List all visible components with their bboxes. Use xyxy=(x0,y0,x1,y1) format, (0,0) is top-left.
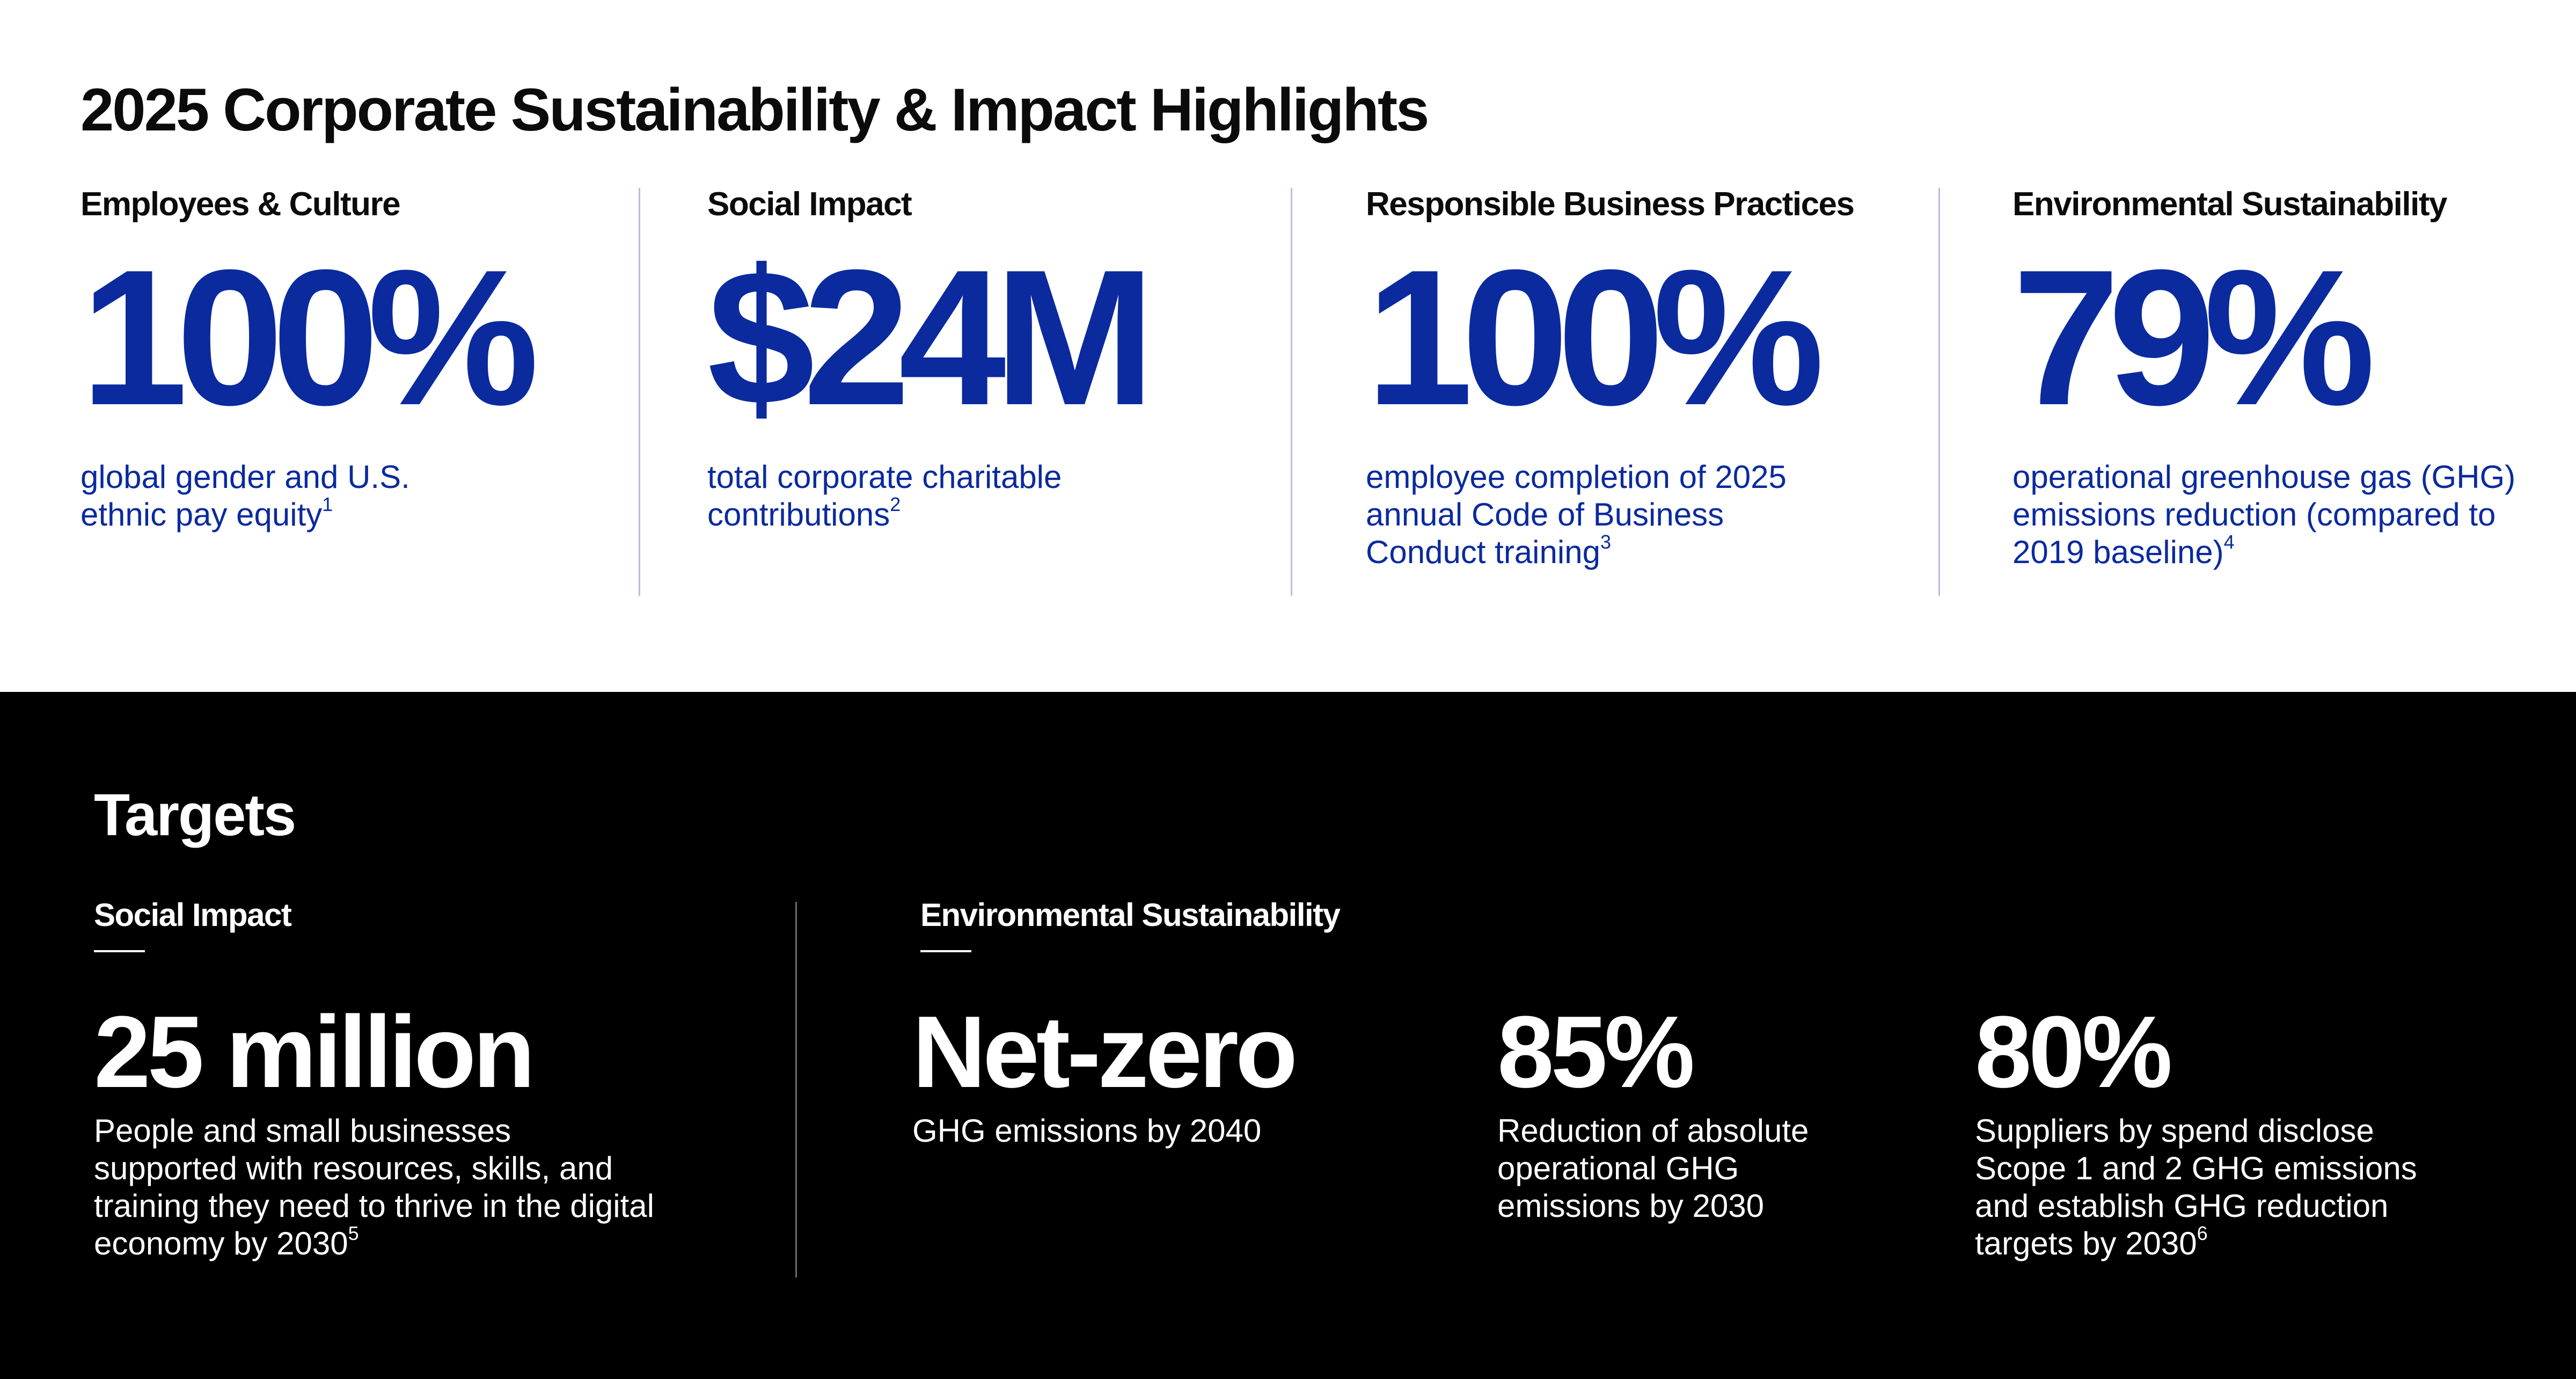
footnote-marker: 4 xyxy=(2223,531,2235,553)
highlights-section xyxy=(0,0,2576,692)
targets-divider xyxy=(795,902,797,1278)
footnote-marker: 5 xyxy=(348,1222,359,1244)
heading-underline xyxy=(920,950,971,952)
footnote-marker: 2 xyxy=(890,493,901,515)
targets-environmental-heading: Environmental Sustainability xyxy=(920,897,1341,933)
targets-section xyxy=(0,692,2576,1379)
highlight-description: total corporate charitable contributions… xyxy=(707,459,1062,532)
column-divider xyxy=(1291,188,1292,596)
highlight-value: $24M xyxy=(707,230,1155,446)
targets-social-heading: Social Impact xyxy=(94,897,292,933)
highlight-description: operational greenhouse gas (GHG) emissio… xyxy=(2012,459,2516,570)
heading-underline xyxy=(94,950,145,952)
target-value: 25 million xyxy=(94,995,535,1109)
target-people-supported: 25 million People and small businesses s… xyxy=(94,998,674,1263)
targets-title: Targets xyxy=(94,782,296,848)
highlight-heading: Environmental Sustainability xyxy=(2012,186,2447,223)
target-value: Net-zero xyxy=(912,995,1298,1109)
highlight-social-impact: Social Impact $24M total corporate chari… xyxy=(707,185,1244,593)
target-description: Suppliers by spend disclose Scope 1 and … xyxy=(1975,1113,2417,1261)
footnote-marker: 3 xyxy=(1600,531,1611,553)
highlight-value: 100% xyxy=(80,230,539,446)
target-description: GHG emissions by 2040 xyxy=(912,1113,1262,1149)
highlight-description: employee completion of 2025 annual Code … xyxy=(1366,459,1787,570)
column-divider xyxy=(1938,188,1940,596)
highlight-heading: Responsible Business Practices xyxy=(1366,186,1855,223)
column-divider xyxy=(639,188,640,596)
target-supplier-disclosure: 80% Suppliers by spend disclose Scope 1 … xyxy=(1975,998,2512,1263)
page-title: 2025 Corporate Sustainability & Impact H… xyxy=(80,76,1429,143)
target-description: Reduction of absolute operational GHG em… xyxy=(1497,1113,1809,1224)
footnote-marker: 6 xyxy=(2197,1222,2208,1244)
highlight-environmental: Environmental Sustainability 79% operati… xyxy=(2012,185,2549,593)
highlight-description: global gender and U.S. ethnic pay equity… xyxy=(80,459,410,532)
highlight-heading: Social Impact xyxy=(707,186,912,223)
footnote-marker: 1 xyxy=(322,493,333,515)
highlight-value: 79% xyxy=(2012,230,2376,446)
highlight-responsible-business: Responsible Business Practices 100% empl… xyxy=(1366,185,1902,593)
target-net-zero: Net-zero GHG emissions by 2040 xyxy=(912,998,1422,1150)
target-operational-reduction: 85% Reduction of absolute operational GH… xyxy=(1497,998,1905,1225)
highlight-heading: Employees & Culture xyxy=(80,186,401,223)
highlight-employees-culture: Employees & Culture 100% global gender a… xyxy=(80,185,617,593)
highlight-value: 100% xyxy=(1366,230,1825,446)
target-value: 80% xyxy=(1975,995,2172,1109)
target-value: 85% xyxy=(1497,995,1695,1109)
target-description: People and small businesses supported wi… xyxy=(94,1113,654,1261)
